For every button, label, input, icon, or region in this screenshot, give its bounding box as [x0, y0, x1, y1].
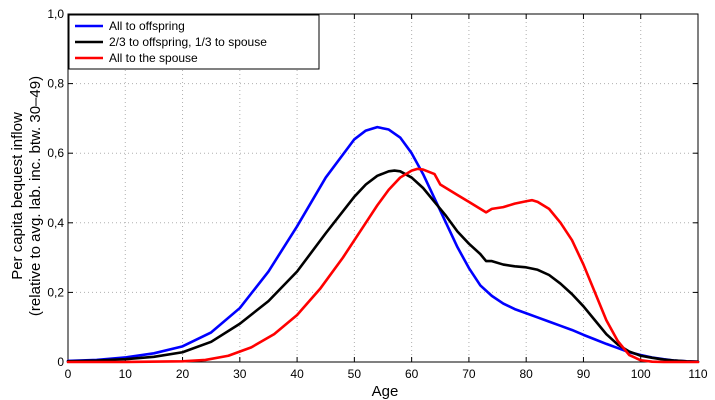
series-line-3	[66, 167, 700, 364]
y-tick-label: 1,0	[47, 7, 64, 21]
y-axis-label-line-1: Per capita bequest inflow	[9, 112, 26, 280]
legend-label-2: 2/3 to offspring, 1/3 to spouse	[109, 35, 267, 49]
x-tick-label: 90	[577, 367, 591, 381]
x-axis: 0 10 20 30 40 50 60 70 80 90 100 110	[65, 14, 708, 381]
x-tick-label: 70	[462, 367, 476, 381]
series-group	[66, 125, 700, 364]
x-tick-label: 60	[405, 367, 419, 381]
legend-box	[68, 14, 320, 70]
plot-frame	[67, 13, 699, 363]
x-tick-label: 110	[688, 367, 707, 381]
y-tick-label: 0,2	[47, 285, 64, 299]
y-tick-label: 0	[57, 355, 64, 369]
series-line-1	[66, 125, 700, 363]
x-tick-label: 0	[65, 367, 72, 381]
x-tick-label: 80	[520, 367, 534, 381]
legend-label-3: All to the spouse	[109, 51, 198, 65]
series-line-2	[66, 169, 700, 363]
x-tick-label: 50	[348, 367, 362, 381]
y-tick-label: 0,8	[47, 77, 64, 91]
y-axis: 0 0,2 0,4 0,6 0,8 1,0	[47, 7, 698, 369]
x-tick-label: 20	[176, 367, 190, 381]
x-tick-label: 10	[119, 367, 133, 381]
y-axis-label-line-2: (relative to avg. lab. inc. btw. 30–49)	[27, 76, 44, 316]
y-tick-label: 0,6	[47, 146, 64, 160]
legend: All to offspring 2/3 to offspring, 1/3 to…	[68, 14, 320, 70]
grid	[68, 14, 698, 362]
x-tick-label: 100	[631, 367, 651, 381]
x-axis-label: Age	[372, 383, 399, 400]
y-tick-label: 0,4	[47, 216, 64, 230]
x-tick-label: 30	[233, 367, 247, 381]
legend-label-1: All to offspring	[109, 19, 185, 33]
x-tick-label: 40	[290, 367, 304, 381]
